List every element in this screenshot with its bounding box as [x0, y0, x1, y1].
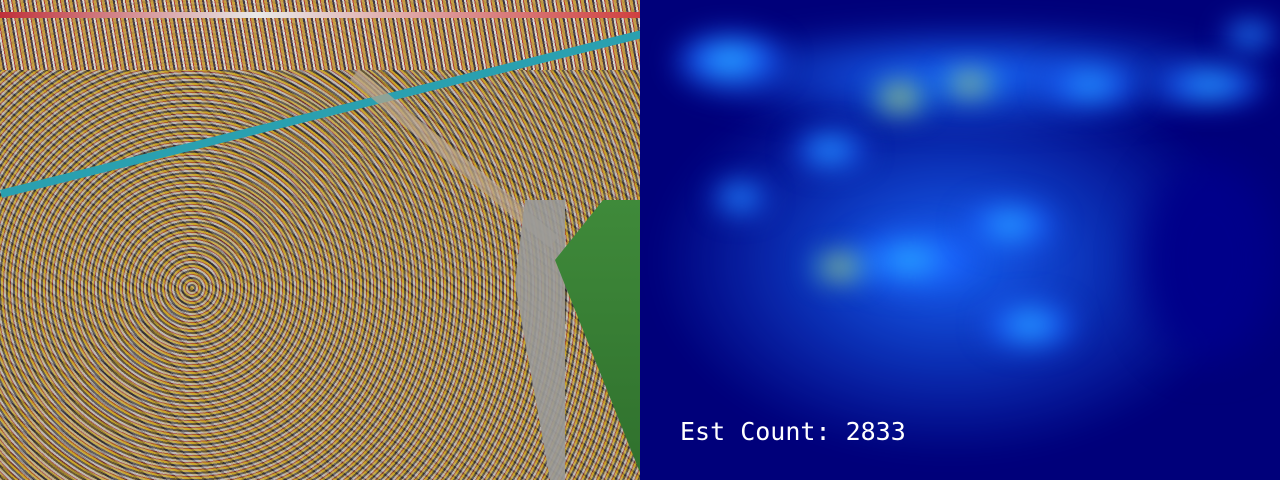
stadium-crowd-photo	[0, 0, 640, 480]
advertising-banner	[0, 12, 640, 18]
density-region	[1150, 65, 1270, 105]
density-region	[710, 180, 770, 215]
density-hotspot	[940, 70, 1000, 98]
density-heatmap	[640, 0, 1280, 480]
density-region	[1040, 65, 1140, 105]
density-region	[1220, 20, 1280, 50]
pitch-grass	[555, 200, 640, 480]
running-track	[515, 200, 565, 480]
density-region	[670, 30, 790, 90]
density-hotspot	[870, 80, 930, 115]
density-hotspot	[810, 252, 870, 282]
density-region	[960, 200, 1060, 250]
estimated-count-label: Est Count: 2833	[680, 417, 906, 446]
density-region	[1140, 160, 1280, 360]
density-region	[980, 300, 1080, 350]
density-region	[790, 130, 870, 170]
